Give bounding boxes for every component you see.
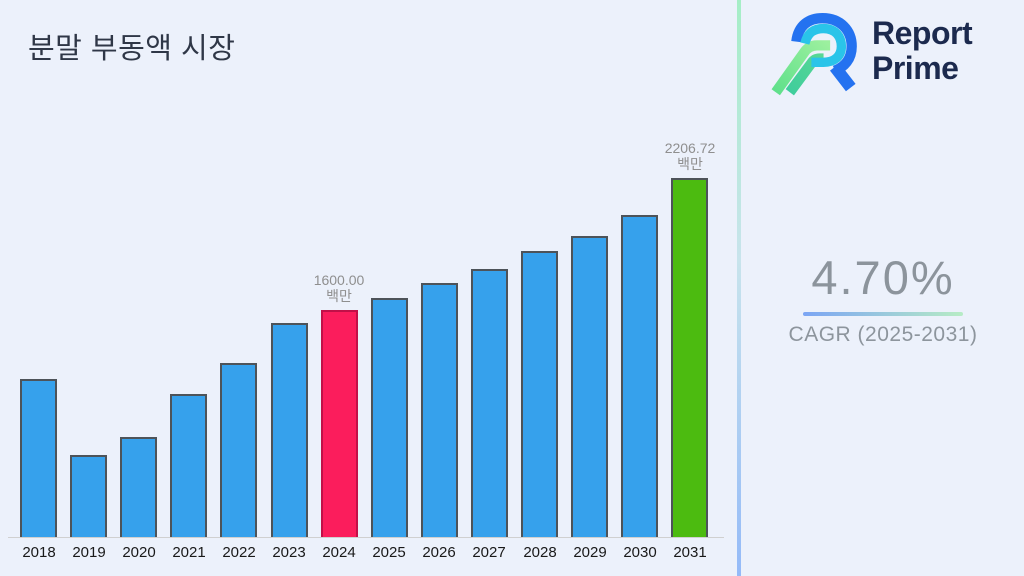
- x-tick-2021: 2021: [172, 544, 206, 561]
- report-prime-logo: Report Prime: [770, 6, 973, 96]
- vertical-divider: [737, 0, 741, 576]
- bar-2026: [421, 283, 458, 537]
- bar-2022: [220, 363, 257, 537]
- x-tick-2028: 2028: [523, 544, 557, 561]
- logo-text: Report Prime: [872, 15, 973, 86]
- bar-annotation-2024: 1600.00 백만: [279, 272, 399, 304]
- x-tick-2024: 2024: [322, 544, 356, 561]
- bar-chart: 2018 2019 2020 2021 2022 2023 2024 2025 2026 2027…: [20, 140, 715, 561]
- bar-2019: [70, 455, 107, 537]
- cagr-label: CAGR (2025-2031): [788, 323, 978, 346]
- bar-2031: [671, 178, 708, 537]
- annotation-unit: 백만: [677, 156, 703, 172]
- logo-text-line2: Prime: [872, 50, 959, 86]
- annotation-unit: 백만: [326, 288, 352, 304]
- bar-2023: [271, 323, 308, 537]
- bar-2018: [20, 379, 57, 537]
- x-tick-2025: 2025: [372, 544, 406, 561]
- x-tick-2023: 2023: [272, 544, 306, 561]
- x-tick-2029: 2029: [573, 544, 607, 561]
- bar-2024: [321, 310, 358, 537]
- x-tick-2027: 2027: [472, 544, 506, 561]
- x-tick-2019: 2019: [72, 544, 106, 561]
- bar-2029: [571, 236, 608, 537]
- cagr-underline: [803, 312, 963, 316]
- bar-2027: [471, 269, 508, 537]
- bar-2020: [120, 437, 157, 537]
- page-title: 분말 부동액 시장: [28, 33, 236, 66]
- cagr-panel: 4.70% CAGR (2025-2031): [763, 250, 1003, 347]
- annotation-value: 2206.72: [664, 140, 716, 156]
- cagr-value: 4.70%: [811, 251, 955, 304]
- x-axis-line: [8, 537, 724, 538]
- x-tick-2018: 2018: [22, 544, 56, 561]
- x-tick-2020: 2020: [122, 544, 156, 561]
- bar-annotation-2031: 2206.72 백만: [630, 140, 750, 172]
- x-tick-2026: 2026: [422, 544, 456, 561]
- logo-text-line1: Report: [872, 15, 973, 51]
- x-tick-2031: 2031: [673, 544, 707, 561]
- x-tick-2022: 2022: [222, 544, 256, 561]
- bar-2030: [621, 215, 658, 537]
- x-tick-2030: 2030: [623, 544, 657, 561]
- report-prime-logo-icon: [771, 13, 857, 96]
- bar-2021: [170, 394, 207, 537]
- annotation-value: 1600.00: [313, 272, 365, 288]
- bar-2025: [371, 298, 408, 537]
- bar-2028: [521, 251, 558, 537]
